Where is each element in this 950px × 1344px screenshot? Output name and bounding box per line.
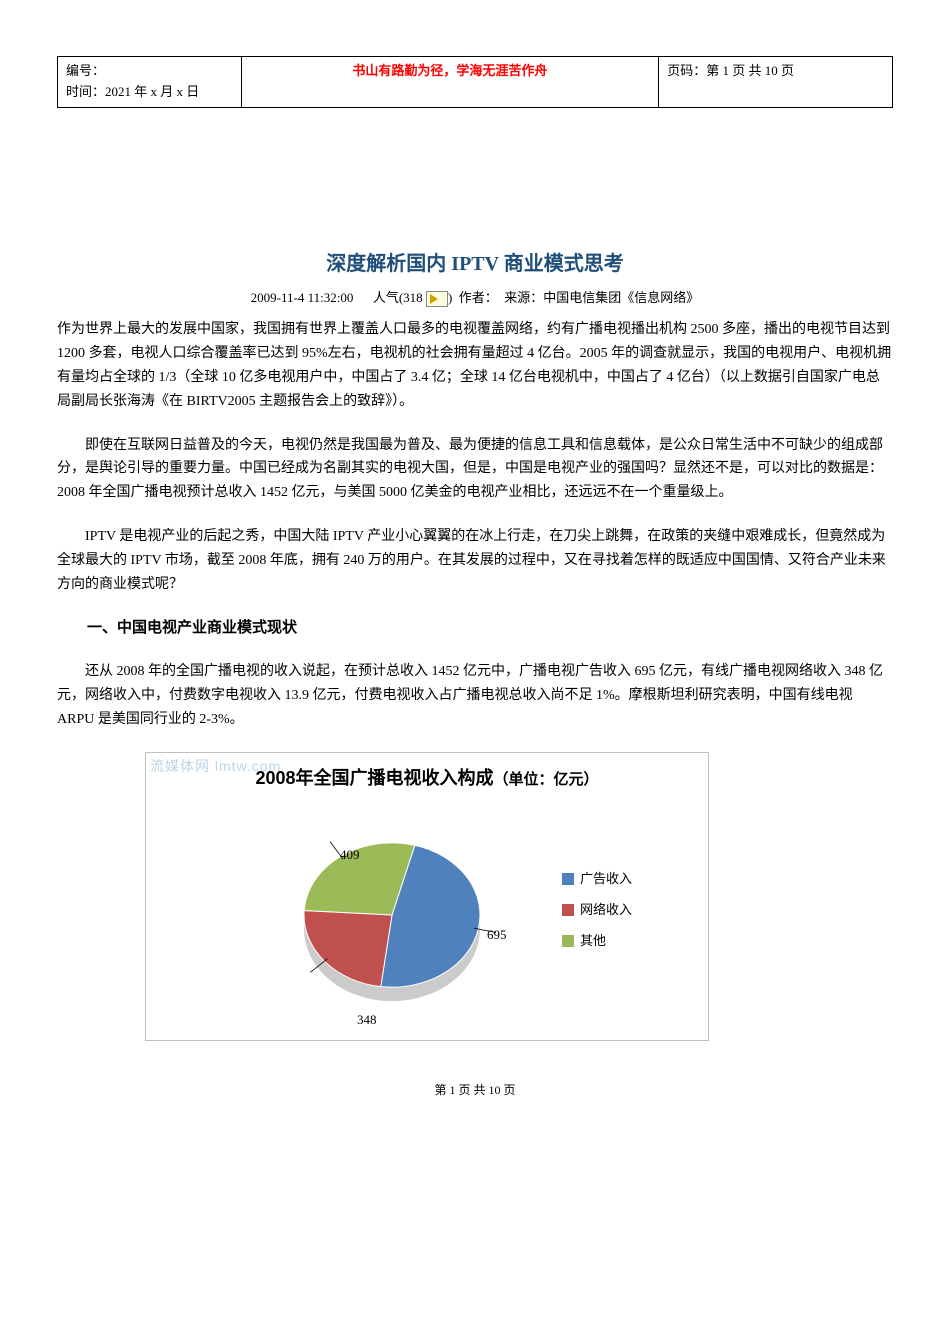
pie-chart: 695348409 [222,800,542,1020]
legend-swatch: ■ [562,935,574,947]
section-1-heading: 一、中国电视产业商业模式现状 [57,616,893,640]
header-page-label: 页码：第 1 页 共 10 页 [659,57,893,108]
paragraph-1: 作为世界上最大的发展中国家，我国拥有世界上覆盖人口最多的电视覆盖网络，约有广播电… [57,318,893,413]
header-left-cell: 编号： 时间：2021 年 x 月 x 日 [58,57,242,108]
legend-label: 网络收入 [580,900,632,921]
chart-legend: ■ 广告收入 ■ 网络收入 ■ 其他 [562,859,632,961]
meta-author: 作者： [459,290,498,305]
legend-item: ■ 网络收入 [562,900,632,921]
legend-swatch: ■ [562,904,574,916]
chart-title-unit: （单位：亿元） [494,771,599,788]
meta-popularity-close: ) [448,290,452,305]
chart-body: 695348409 ■ 广告收入 ■ 网络收入 ■ 其他 [146,800,708,1020]
legend-label: 广告收入 [580,869,632,890]
paragraph-3: IPTV 是电视产业的后起之秀，中国大陆 IPTV 产业小心翼翼的在冰上行走，在… [57,525,893,596]
header-date-label: 时间：2021 年 x 月 x 日 [66,84,199,99]
page-header-table: 编号： 时间：2021 年 x 月 x 日 书山有路勤为径，学海无涯苦作舟 页码… [57,56,893,108]
pie-chart-container: 流媒体网 lmtw.com 2008年全国广播电视收入构成（单位：亿元） 695… [145,752,709,1041]
pie-value-label: 695 [487,925,507,946]
article-title: 深度解析国内 IPTV 商业模式思考 [57,248,893,280]
chart-title-main: 2008年全国广播电视收入构成 [255,768,493,788]
header-center-motto: 书山有路勤为径，学海无涯苦作舟 [241,57,659,108]
chart-watermark: 流媒体网 lmtw.com [150,755,281,777]
pie-slice [304,911,392,987]
popularity-icon [426,291,448,307]
header-number-label: 编号： [66,63,105,78]
meta-datetime: 2009-11-4 11:32:00 [251,290,354,305]
pie-svg [282,820,502,1020]
meta-popularity-label: 人气(318 [373,290,423,305]
legend-label: 其他 [580,931,606,952]
paragraph-2: 即使在互联网日益普及的今天，电视仍然是我国最为普及、最为便捷的信息工具和信息载体… [57,434,893,505]
legend-item: ■ 其他 [562,931,632,952]
meta-source: 来源：中国电信集团《信息网络》 [504,290,699,305]
legend-swatch: ■ [562,873,574,885]
pie-value-label: 409 [340,845,360,866]
legend-item: ■ 广告收入 [562,869,632,890]
article-meta: 2009-11-4 11:32:00 人气(318 ) 作者： 来源：中国电信集… [57,288,893,309]
page-footer: 第 1 页 共 10 页 [57,1081,893,1100]
paragraph-4: 还从 2008 年的全国广播电视的收入说起，在预计总收入 1452 亿元中，广播… [57,660,893,731]
pie-value-label: 348 [357,1010,377,1031]
